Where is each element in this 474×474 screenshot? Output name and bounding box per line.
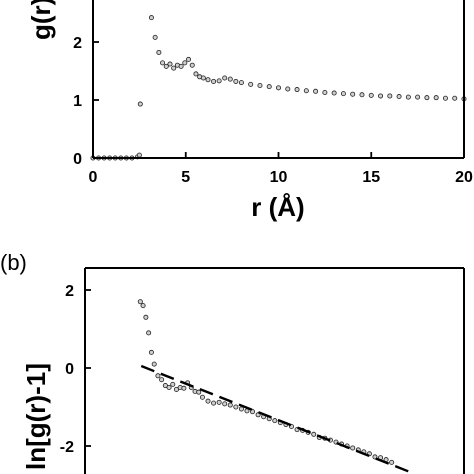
panel-a-data-point: [193, 71, 199, 77]
panel-a-data-point: [433, 95, 439, 101]
panel-a-data-point: [452, 95, 458, 101]
panel-a-x-ticks: 0 5 10 15 20: [89, 152, 473, 186]
panel-a-data-point: [396, 94, 402, 100]
panel-b-data-point: [233, 404, 239, 410]
panel-a-data-point: [182, 60, 188, 66]
panel-a-data-point: [257, 83, 263, 89]
panel-a-data-point: [442, 95, 448, 101]
panel-a-data-point: [137, 101, 143, 107]
panel-b-data-point: [181, 385, 187, 391]
panel-a-data-point: [171, 65, 177, 71]
panel-a-data-point: [285, 86, 291, 92]
panel-b-y-axis-title: ln[g(r)-1]: [21, 363, 51, 470]
panel-a-x-tick-label: 5: [181, 169, 190, 186]
panel-b-data-point: [222, 401, 228, 407]
panel-a-data-point: [189, 62, 195, 68]
panel-b-data-point: [146, 330, 152, 336]
panel-a-data-point: [424, 95, 430, 101]
panel-a-data-point: [156, 49, 162, 55]
panel-a-y-tick-label: 2: [73, 35, 82, 52]
panel-a-data-point: [178, 63, 184, 69]
panel-a-x-tick-label: 15: [362, 169, 380, 186]
panel-a-data-point: [331, 90, 337, 96]
panel-b-data-points: [137, 299, 395, 465]
panel-b-data-point: [389, 459, 395, 465]
panel-a-data-point: [368, 92, 374, 98]
panel-a-data-point: [227, 76, 233, 82]
panel-b-data-point: [227, 402, 233, 408]
panel-a-y-axis-title: g(r): [26, 0, 56, 40]
panel-b-log-plot: (b) 2 0 -2 ln[g(r)-1]: [0, 250, 465, 474]
panel-a-data-point: [378, 93, 384, 99]
panel-a-x-tick-label: 10: [270, 169, 288, 186]
panel-a-data-point: [152, 34, 158, 40]
panel-a-data-point: [313, 88, 319, 94]
panel-a-data-point: [322, 89, 328, 95]
panel-a-data-point: [200, 75, 206, 81]
panel-b-data-point: [311, 431, 317, 437]
panel-b-data-point: [238, 406, 244, 412]
panel-b-data-point: [166, 384, 172, 390]
panel-a-y-tick-label: 1: [73, 93, 82, 110]
panel-b-data-point: [151, 361, 157, 367]
panel-b-label: (b): [0, 250, 27, 275]
panel-a-x-tick-label: 0: [89, 169, 98, 186]
panel-b-data-point: [137, 299, 143, 305]
panel-a-data-point: [415, 94, 421, 100]
panel-a-data-point: [136, 152, 142, 158]
panel-b-data-point: [140, 303, 146, 309]
panel-a-y-ticks: 0 1 2: [73, 35, 99, 168]
panel-b-data-point: [216, 399, 222, 405]
panel-a-data-point: [233, 78, 239, 84]
panel-b-data-point: [155, 373, 161, 379]
panel-a-data-point: [216, 78, 222, 84]
panel-a-data-point: [248, 81, 254, 87]
panel-a-data-point: [340, 91, 346, 97]
panel-b-data-point: [143, 314, 149, 320]
panel-a-data-point: [163, 63, 169, 69]
panel-a-data-point: [186, 56, 192, 62]
panel-a-data-points: [90, 15, 467, 161]
panel-b-data-point: [211, 400, 217, 406]
panel-b-linear-fit-line: [140, 364, 409, 473]
panel-b-y-tick-label: -2: [60, 439, 74, 456]
panel-a-data-point: [275, 85, 281, 91]
panel-b-data-point: [196, 389, 202, 395]
panel-a-y-tick-label: 0: [73, 151, 82, 168]
panel-b-data-point: [205, 398, 211, 404]
panel-a-data-point: [359, 92, 365, 98]
panel-a-data-point: [405, 94, 411, 100]
panel-a-data-point: [387, 93, 393, 99]
panel-b-data-point: [350, 445, 356, 451]
panel-a-data-point: [350, 91, 356, 97]
panel-a-data-point: [238, 80, 244, 86]
panel-b-data-point: [272, 418, 278, 424]
panel-b-y-tick-label: 0: [65, 361, 74, 378]
panel-b-data-point: [173, 386, 179, 392]
panel-a-data-point: [294, 87, 300, 93]
panel-a-data-point: [148, 15, 154, 21]
panel-b-data-point: [199, 394, 205, 400]
panel-a-data-point: [205, 77, 211, 83]
panel-b-data-point: [162, 383, 168, 389]
panel-a-x-tick-label: 20: [455, 169, 473, 186]
panel-a-data-point: [266, 84, 272, 90]
panel-a-gr-plot: 0 5 10 15 20 0 1 2 g(r) r (Å): [26, 0, 473, 222]
panel-a-data-point: [303, 88, 309, 94]
panel-a-data-point: [222, 75, 228, 81]
panel-b-y-ticks: 2 0 -2: [60, 283, 91, 456]
panel-b-data-point: [170, 381, 176, 387]
panel-b-data-point: [148, 349, 154, 355]
panel-a-x-axis-title: r (Å): [251, 192, 304, 222]
panel-a-data-point: [160, 60, 166, 66]
panel-b-data-point: [159, 377, 165, 383]
panel-b-y-tick-label: 2: [65, 283, 74, 300]
panel-a-data-point: [211, 78, 217, 84]
panel-a-data-point: [167, 61, 173, 67]
